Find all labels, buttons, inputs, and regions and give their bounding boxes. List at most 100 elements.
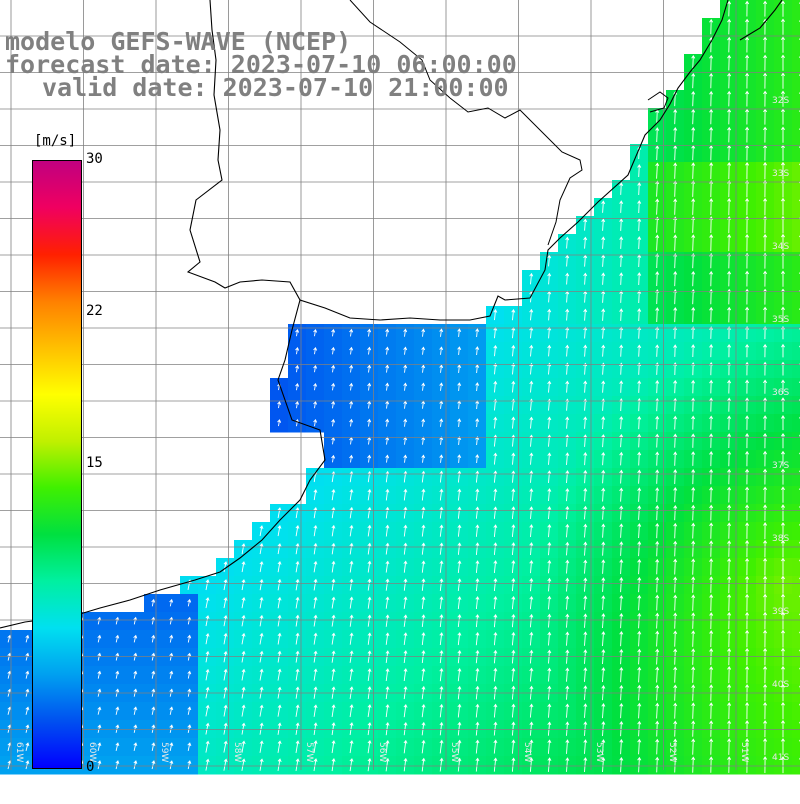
wind-arrow (133, 634, 138, 643)
wind-arrow (547, 757, 552, 772)
wind-arrow (655, 505, 660, 521)
wind-arrow (781, 397, 785, 412)
wind-arrow (655, 271, 660, 287)
wind-arrow (727, 576, 732, 594)
wind-arrow (691, 433, 696, 448)
wind-arrow (421, 524, 426, 537)
wind-arrow (529, 631, 534, 646)
lat-lon-grid (0, 0, 800, 770)
wind-arrow (295, 758, 300, 771)
wind-arrow (439, 454, 444, 463)
wind-arrow (241, 579, 246, 591)
wind-arrow (169, 616, 174, 625)
wind-arrow (259, 632, 264, 645)
wind-arrow (745, 54, 750, 71)
wind-arrow (565, 505, 570, 520)
wind-arrow (565, 721, 570, 736)
wind-arrow (781, 468, 785, 485)
wind-arrow (457, 506, 462, 519)
wind-arrow (493, 739, 498, 754)
wind-arrow (673, 162, 678, 179)
wind-arrow (277, 632, 282, 645)
wind-arrow (565, 577, 570, 592)
wind-arrow (529, 452, 534, 465)
wind-arrow (547, 254, 552, 267)
wind-arrow (493, 703, 498, 718)
speed-cell (792, 432, 800, 451)
wind-arrow (727, 306, 732, 323)
wind-arrow (277, 560, 282, 573)
wind-arrow (745, 397, 750, 412)
wind-arrow (745, 72, 750, 89)
colorbar-tick-max: 30 (86, 151, 103, 167)
wind-arrow (277, 507, 282, 519)
speed-cell (792, 450, 800, 469)
wind-arrow (583, 236, 588, 249)
wind-arrow (115, 706, 120, 715)
wind-arrow (349, 418, 354, 427)
wind-arrow (565, 344, 570, 357)
wind-arrow (115, 634, 120, 643)
wind-arrow (349, 632, 354, 645)
wind-arrow (475, 488, 480, 501)
wind-arrow (313, 614, 318, 627)
wind-arrow (367, 757, 372, 772)
wind-arrow (655, 380, 660, 394)
wind-arrow (223, 597, 228, 609)
wind-arrow (331, 578, 336, 591)
wind-arrow (475, 721, 480, 736)
wind-arrow (637, 164, 642, 178)
wind-arrow (493, 344, 498, 357)
wind-arrow (547, 667, 552, 682)
wind-arrow (601, 200, 606, 213)
wind-arrow (727, 180, 732, 198)
wind-arrow (601, 236, 606, 249)
wind-arrow (241, 543, 246, 555)
speed-cell (792, 108, 800, 127)
wind-arrow (619, 702, 624, 719)
wind-arrow (673, 234, 678, 251)
wind-arrow (583, 613, 588, 628)
wind-arrow (385, 524, 390, 537)
wind-arrow (709, 540, 714, 557)
wind-arrow (673, 487, 678, 503)
wind-arrow (727, 90, 732, 107)
wind-arrow (385, 454, 390, 463)
wind-arrow (241, 758, 246, 771)
wind-arrow (727, 738, 732, 755)
wind-arrow (259, 614, 264, 627)
wind-arrow (115, 652, 120, 661)
wind-arrow (25, 760, 30, 770)
wind-arrow (475, 560, 480, 573)
wind-arrow (655, 702, 660, 719)
wind-arrow (619, 630, 624, 647)
wind-arrow (781, 557, 785, 576)
wind-arrow (457, 454, 462, 463)
wind-arrow (547, 506, 552, 520)
wind-arrow (313, 632, 318, 645)
wind-arrow (259, 543, 264, 555)
wind-arrow (385, 346, 390, 355)
speed-cell (792, 360, 800, 379)
wind-arrow (637, 612, 642, 629)
wind-arrow (115, 616, 120, 625)
wind-arrow (349, 506, 354, 519)
wind-arrow (691, 252, 696, 269)
wind-arrow (403, 506, 408, 519)
wind-arrow (727, 450, 732, 467)
wind-arrow (223, 561, 228, 573)
wind-arrow (547, 739, 552, 754)
wind-arrow (223, 758, 228, 771)
wind-arrow (637, 308, 642, 322)
wind-arrow (745, 647, 750, 666)
wind-speed-cells (0, 0, 800, 775)
wind-arrow (673, 109, 678, 125)
wind-arrow (709, 379, 714, 394)
longitude-label: 61W (14, 742, 24, 763)
wind-arrow (25, 706, 30, 715)
wind-arrow (457, 703, 462, 718)
speed-cell (792, 324, 800, 343)
wind-arrow (277, 596, 282, 609)
wind-arrow (511, 344, 516, 357)
